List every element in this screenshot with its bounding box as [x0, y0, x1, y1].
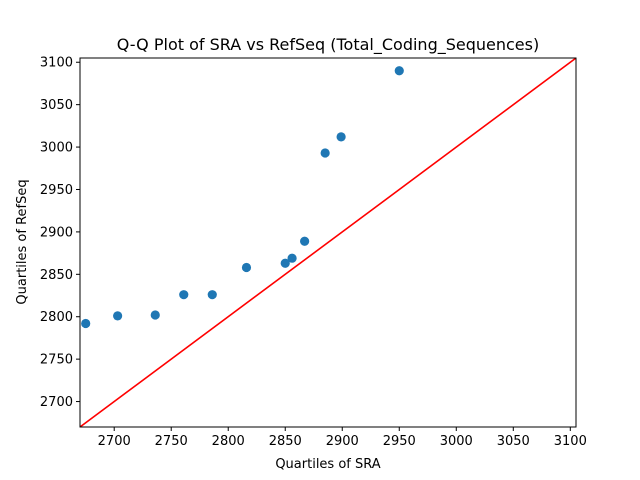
y-tick-label: 2750 — [40, 353, 73, 368]
data-point — [336, 132, 346, 142]
reference-line-layer — [80, 58, 576, 427]
y-tick-label: 2700 — [40, 395, 73, 410]
data-point — [81, 318, 91, 329]
data-point — [280, 258, 290, 268]
data-point — [320, 148, 330, 158]
data-point — [207, 290, 217, 300]
chart-title: Q-Q Plot of SRA vs RefSeq (Total_Coding_… — [117, 35, 539, 55]
x-tick-label: 2800 — [212, 434, 245, 449]
x-tick-label: 2950 — [383, 434, 416, 449]
x-tick-label: 3100 — [554, 434, 587, 449]
x-tick-label: 2700 — [98, 434, 131, 449]
reference-line — [80, 58, 576, 427]
plot-frame — [79, 57, 577, 428]
y-tick-label: 3100 — [40, 56, 73, 71]
data-point — [179, 290, 189, 300]
data-point — [300, 236, 310, 246]
data-point — [113, 311, 123, 321]
x-tick-label: 2750 — [155, 434, 188, 449]
y-tick-label: 2800 — [40, 310, 73, 325]
data-point — [287, 253, 297, 263]
y-tick-label: 2900 — [40, 225, 73, 240]
points-layer — [81, 66, 404, 329]
data-point — [150, 310, 160, 320]
y-tick-label: 2950 — [40, 183, 73, 198]
y-tick-label: 3050 — [40, 98, 73, 113]
y-tick-label: 2850 — [40, 268, 73, 283]
data-point — [394, 66, 404, 76]
x-tick-label: 3050 — [497, 434, 530, 449]
x-tick-label: 2850 — [269, 434, 302, 449]
y-axis-ticks: 2700 2750 2800 2850 2900 2950 3000 3050 3100 — [40, 56, 80, 410]
data-point — [241, 262, 252, 273]
x-axis-ticks: 2700 2750 2800 2850 2900 2950 3000 3050 3100 — [98, 427, 587, 449]
plot-area — [80, 58, 576, 427]
x-axis-label: Quartiles of SRA — [275, 457, 380, 472]
x-tick-label: 3000 — [440, 434, 473, 449]
y-tick-label: 3000 — [40, 141, 73, 156]
x-tick-label: 2900 — [326, 434, 359, 449]
y-axis-label: Quartiles of RefSeq — [15, 179, 30, 304]
